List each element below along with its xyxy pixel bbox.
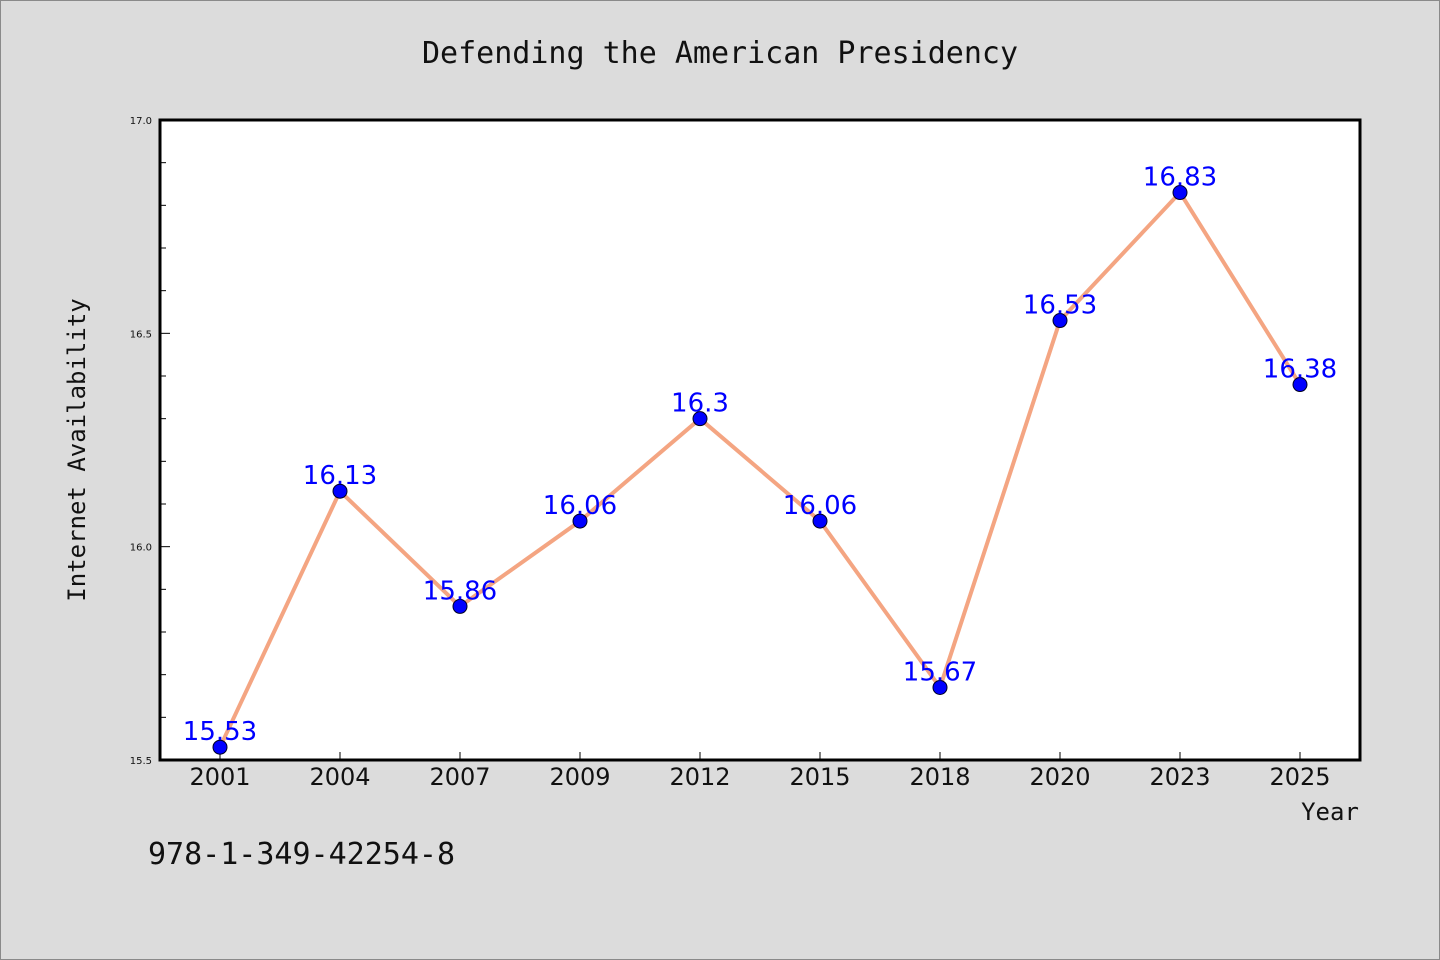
data-label: 16.06 <box>783 491 857 521</box>
series-line <box>218 190 1302 750</box>
x-tick-label: 2023 <box>1149 763 1210 791</box>
x-tick-label: 2007 <box>429 763 490 791</box>
chart-title: Defending the American Presidency <box>422 36 1018 71</box>
isbn-text: 978-1-349-42254-8 <box>148 837 455 872</box>
data-label: 16.3 <box>671 389 729 419</box>
y-tick-label: 15.5 <box>130 756 152 767</box>
data-label: 16.83 <box>1143 163 1217 193</box>
data-label: 15.86 <box>423 576 497 606</box>
data-label: 15.53 <box>183 717 257 747</box>
x-axis-label: Year <box>1301 798 1359 826</box>
y-tick-label: 16.5 <box>130 329 152 340</box>
plot-area <box>158 118 1362 762</box>
data-point <box>692 411 708 427</box>
data-point <box>1292 377 1308 393</box>
data-labels: 15.53 16.13 15.86 16.06 16.3 16.06 15.67 16.53 1… <box>183 163 1337 748</box>
y-tick-label: 17.0 <box>130 116 152 127</box>
y-tick-label: 16.0 <box>130 543 152 554</box>
data-point <box>1172 185 1188 201</box>
data-point <box>212 739 228 755</box>
x-tick-label: 2009 <box>549 763 610 791</box>
x-tick-label: 2020 <box>1029 763 1090 791</box>
x-tick-label: 2015 <box>789 763 850 791</box>
y-axis: 15.5 16.0 16.5 17.0 <box>130 116 170 767</box>
data-point <box>932 679 948 695</box>
x-tick-label: 2001 <box>189 763 250 791</box>
data-label: 16.06 <box>543 491 617 521</box>
x-tick-label: 2012 <box>669 763 730 791</box>
data-markers <box>212 185 1308 755</box>
data-point <box>332 483 348 499</box>
data-label: 16.53 <box>1023 291 1097 321</box>
x-axis: 2001 2004 2007 2009 2012 2015 2018 2020 2023 2025 <box>189 752 1331 791</box>
data-label: 15.67 <box>903 657 977 687</box>
data-label: 16.38 <box>1263 355 1337 385</box>
x-tick-label: 2025 <box>1269 763 1330 791</box>
data-point <box>1052 313 1068 329</box>
x-tick-label: 2018 <box>909 763 970 791</box>
data-point <box>452 598 468 614</box>
data-point <box>572 513 588 529</box>
data-label: 16.13 <box>303 461 377 491</box>
x-tick-label: 2004 <box>309 763 370 791</box>
data-point <box>812 513 828 529</box>
y-axis-label: Internet Availability <box>63 298 91 601</box>
